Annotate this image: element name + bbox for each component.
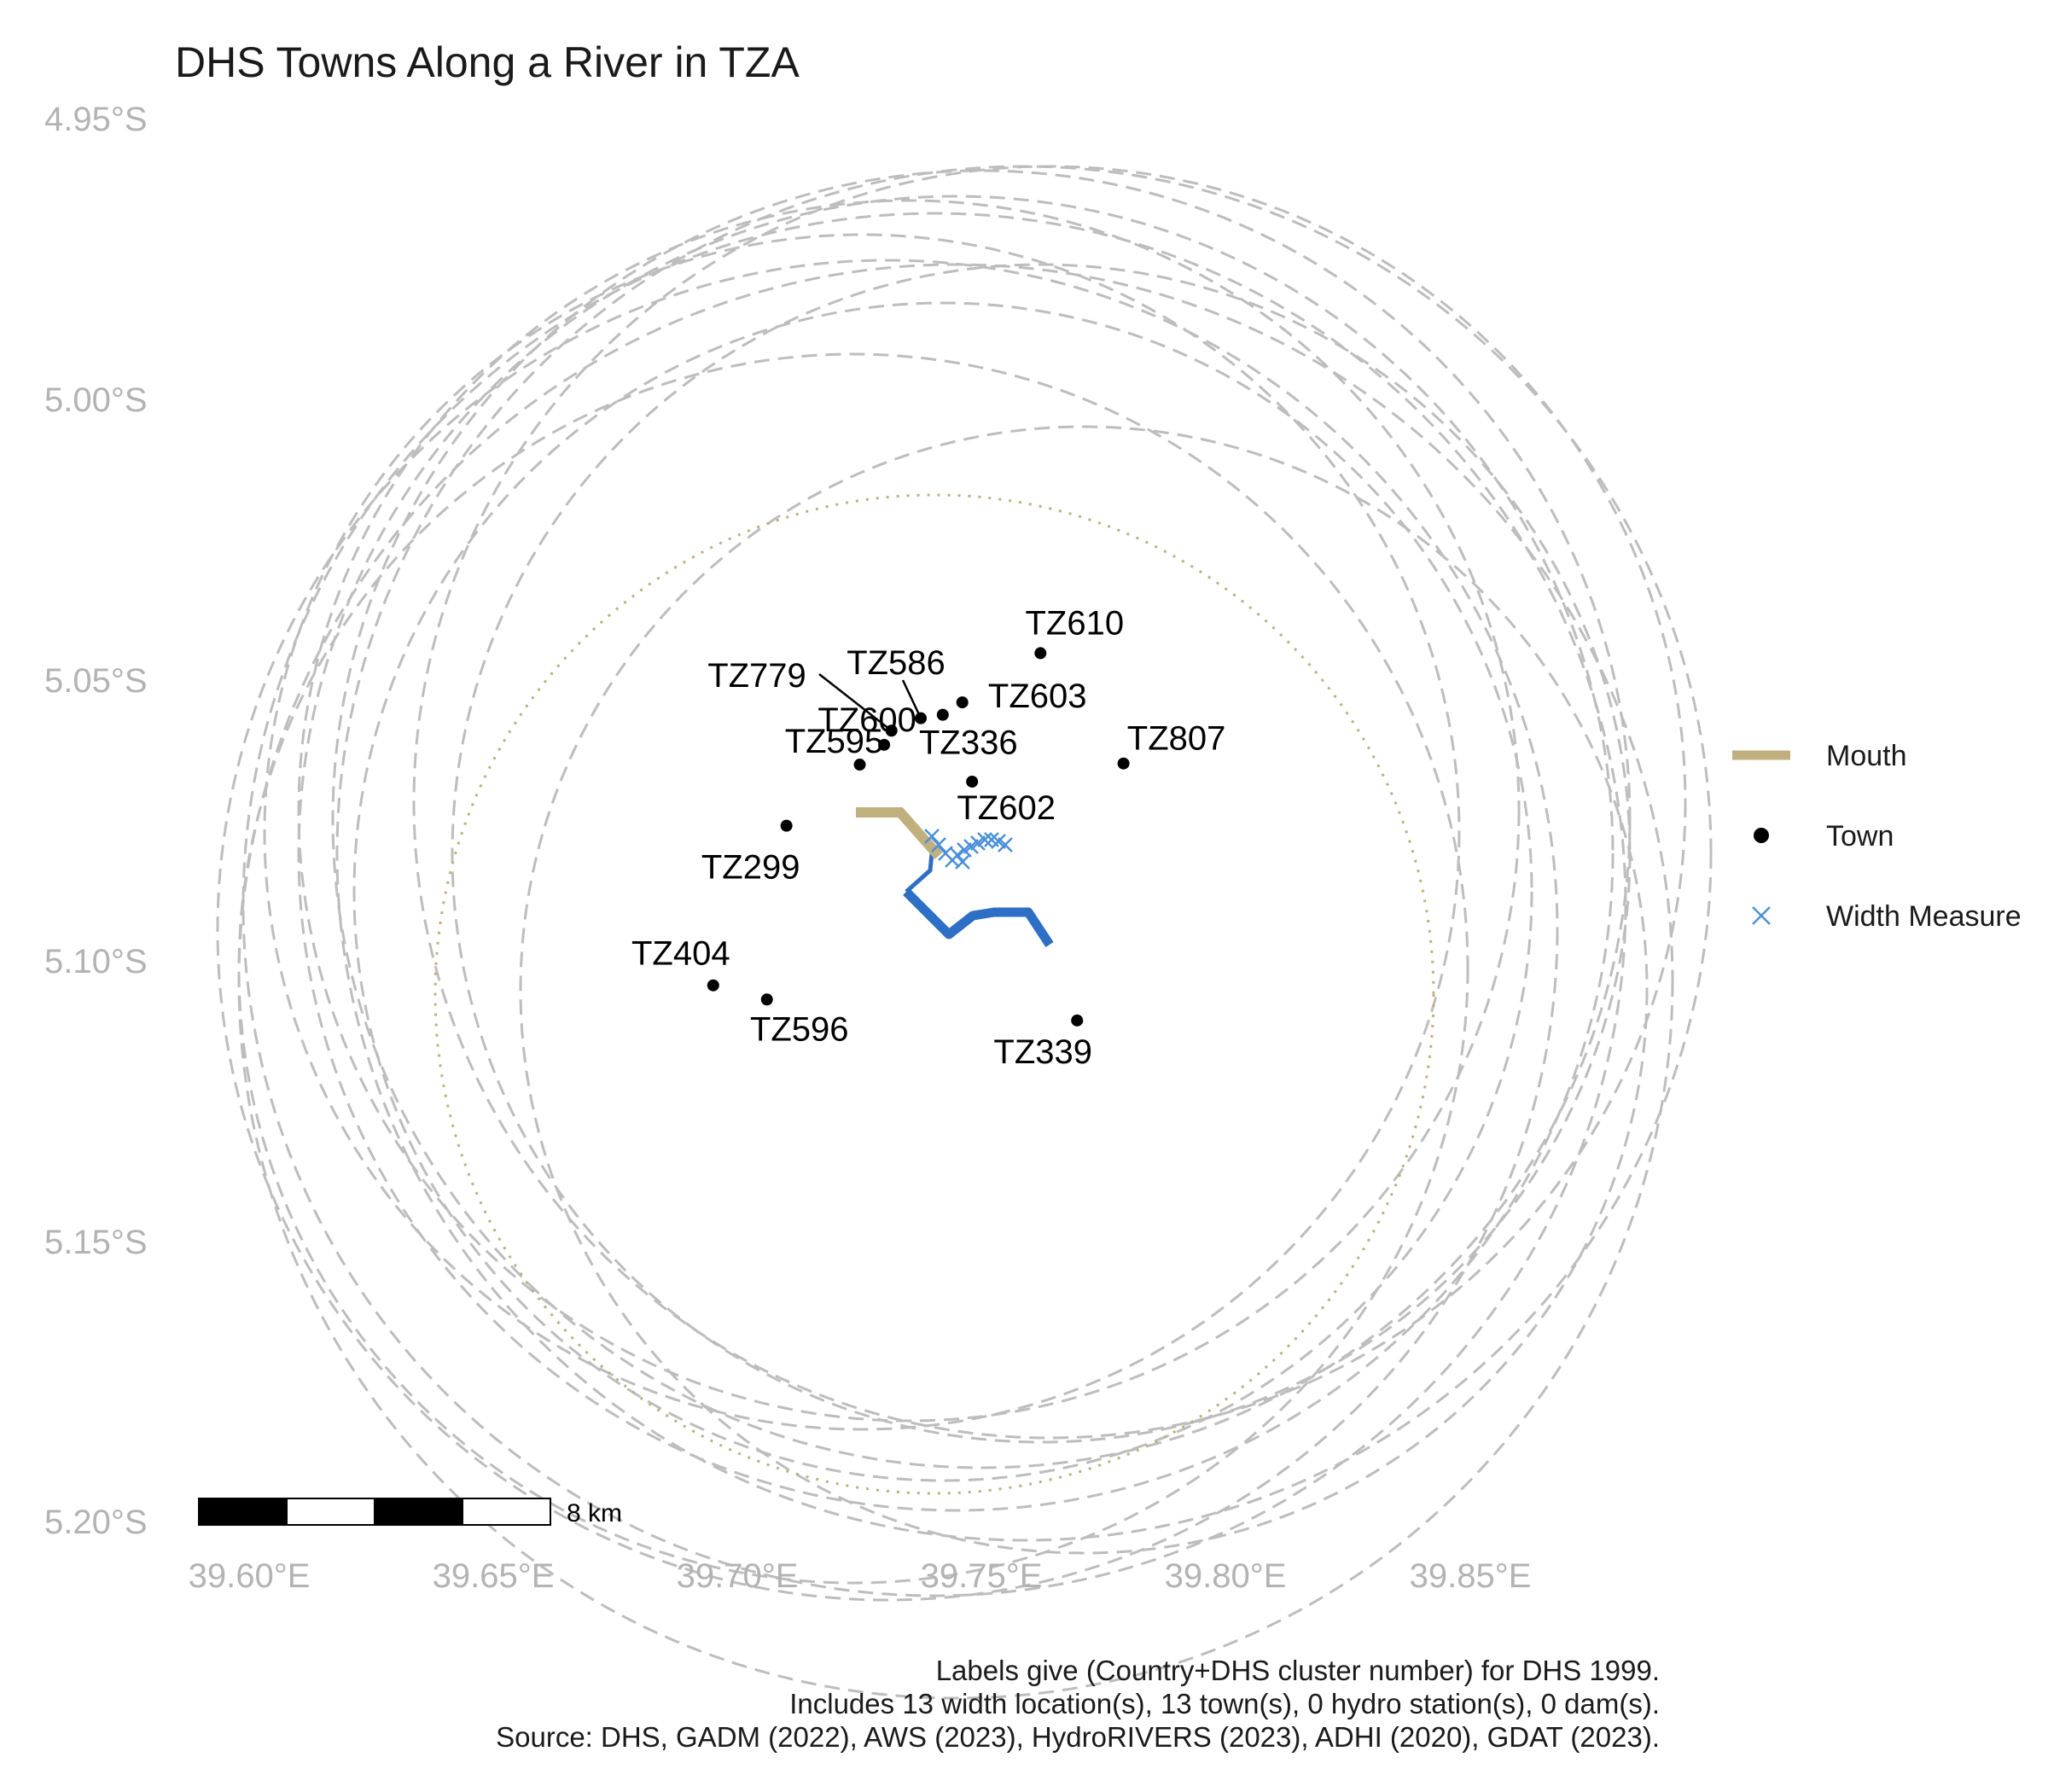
legend-label-width: Width Measure: [1826, 900, 2022, 933]
width-measure-cross: [955, 854, 970, 870]
x-axis: 39.60°E 39.65°E 39.70°E 39.75°E 39.80°E …: [189, 1557, 1532, 1595]
town-label: TZ807: [1127, 720, 1226, 758]
buffer-circle: [335, 165, 1713, 1542]
town-label: TZ602: [957, 789, 1056, 827]
town-label: TZ404: [631, 935, 730, 973]
town-point: [780, 819, 793, 832]
caption: Labels give (Country+DHS cluster number)…: [496, 1655, 1660, 1753]
x-tick-label: 39.85°E: [1410, 1557, 1532, 1595]
town-label: TZ336: [919, 724, 1018, 762]
y-tick-label: 5.05°S: [44, 662, 148, 700]
town-point: [707, 979, 719, 992]
x-tick-label: 39.75°E: [921, 1557, 1043, 1595]
buffer-circles: [216, 165, 1713, 1700]
width-measure-cross: [950, 847, 965, 863]
width-measure-cross: [931, 837, 946, 852]
legend: Mouth Town Width Measure: [1732, 740, 2022, 933]
buffer-circle: [297, 199, 1521, 1423]
buffer-circle: [263, 233, 1461, 1431]
town-point: [956, 696, 969, 709]
buffer-circle: [216, 259, 1559, 1602]
legend-width-swatch: [1752, 906, 1771, 925]
town-label: TZ600: [817, 701, 916, 739]
river-line: [903, 888, 1054, 948]
legend-town-swatch: [1754, 828, 1769, 843]
buffer-circle: [237, 263, 1674, 1700]
width-measure-cross: [998, 837, 1013, 852]
y-tick-label: 5.20°S: [44, 1504, 148, 1541]
town-point: [853, 759, 866, 771]
town-point: [966, 775, 979, 788]
map-title: DHS Towns Along a River in TZA: [175, 38, 800, 86]
river-line: [905, 852, 934, 893]
scale-bar: 8 km: [198, 1498, 622, 1527]
buffer-circle: [352, 301, 1533, 1482]
buffer-circle: [297, 195, 1615, 1512]
town-point: [1034, 647, 1047, 660]
mouth-line: [856, 807, 943, 859]
legend-label-town: Town: [1826, 820, 1894, 852]
town-point: [936, 708, 949, 721]
x-tick-label: 39.70°E: [677, 1557, 799, 1595]
town-label: TZ610: [1025, 604, 1124, 642]
width-measure-cross: [924, 829, 940, 844]
x-tick-label: 39.60°E: [189, 1557, 311, 1595]
buffer-circle: [241, 212, 1627, 1597]
buffer-circle: [519, 425, 1649, 1555]
river: [856, 807, 1054, 948]
town-point: [1071, 1014, 1084, 1027]
scale-bar-segment: [462, 1498, 551, 1526]
x-tick-label: 39.65°E: [433, 1557, 555, 1595]
town-label: TZ596: [750, 1010, 849, 1048]
label-leader-line: [901, 679, 922, 719]
caption-line: Source: DHS, GADM (2022), AWS (2023), Hy…: [496, 1721, 1660, 1753]
width-measure-cross: [977, 832, 992, 847]
width-measures: [924, 829, 1013, 870]
town-point: [760, 993, 773, 1006]
town-label: TZ595: [785, 723, 884, 760]
x-tick-label: 39.80°E: [1165, 1557, 1287, 1595]
town-label: TZ586: [847, 644, 945, 682]
scale-bar-label: 8 km: [567, 1499, 622, 1527]
y-axis: 4.95°S 5.00°S 5.05°S 5.10°S 5.15°S 5.20°…: [44, 101, 148, 1541]
label-leader-line: [818, 673, 893, 732]
buffer-circle: [237, 352, 1469, 1585]
town-point: [915, 712, 928, 724]
y-tick-label: 5.00°S: [44, 381, 148, 419]
scale-bar-segment: [286, 1498, 375, 1526]
town-label: TZ299: [701, 849, 800, 887]
town-point: [885, 724, 898, 737]
town-label: TZ339: [993, 1033, 1092, 1071]
buffer-circle: [412, 165, 1687, 1440]
town-point: [878, 738, 891, 751]
caption-line: Includes 13 width location(s), 13 town(s…: [789, 1688, 1660, 1719]
legend-label-mouth: Mouth: [1826, 740, 1907, 772]
y-tick-label: 4.95°S: [44, 101, 148, 138]
scale-bar-segment: [198, 1498, 288, 1526]
caption-line: Labels give (Country+DHS cluster number)…: [936, 1655, 1660, 1686]
town-label: TZ779: [707, 657, 806, 695]
town-point: [1117, 757, 1130, 770]
y-tick-label: 5.10°S: [44, 943, 148, 980]
mouth-buffer-circle: [433, 493, 1435, 1495]
town-label: TZ603: [988, 678, 1087, 715]
scale-bar-segment: [374, 1498, 463, 1526]
y-tick-label: 5.15°S: [44, 1224, 148, 1261]
